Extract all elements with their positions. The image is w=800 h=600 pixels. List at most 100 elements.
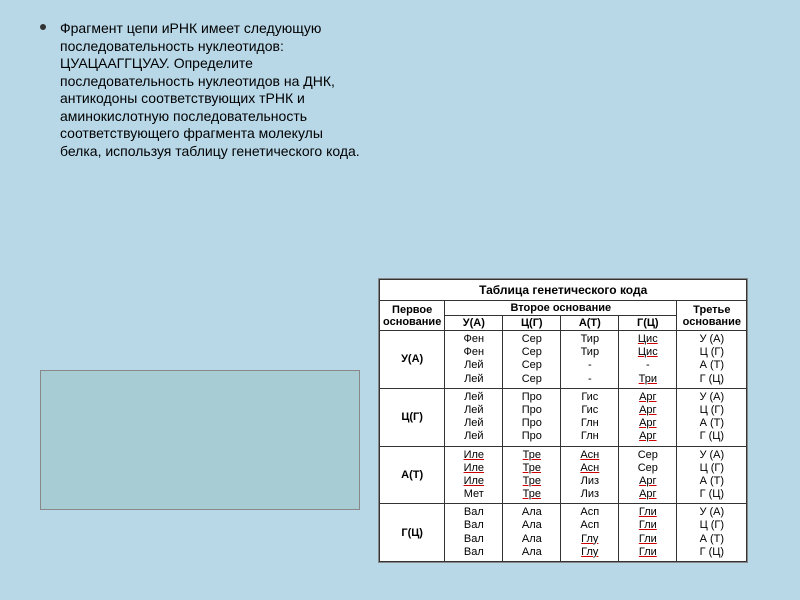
amino-acid: Три: [639, 373, 657, 385]
table-title: Таблица генетического кода: [380, 280, 747, 301]
amino-acid: Фен: [464, 346, 485, 358]
amino-acid: Тре: [523, 475, 541, 487]
amino-acid: -: [588, 359, 592, 371]
aa-cell: АргАргАргАрг: [619, 388, 677, 446]
table-title-row: Таблица генетического кода: [380, 280, 747, 301]
third-base-label: Г (Ц): [700, 546, 724, 558]
amino-acid: Иле: [464, 462, 484, 474]
third-base-cell: У (А)Ц (Г) А (Т)Г (Ц): [677, 504, 747, 562]
task-text: Фрагмент цепи иРНК имеет следующую после…: [60, 20, 360, 159]
amino-acid: Лей: [464, 391, 483, 403]
amino-acid: Арг: [639, 488, 656, 500]
amino-acid: Арг: [639, 430, 656, 442]
amino-acid: Гли: [639, 506, 657, 518]
aa-cell: АспАсп ГлуГлу: [561, 504, 619, 562]
amino-acid: -: [646, 359, 650, 371]
amino-acid: Арг: [639, 475, 656, 487]
amino-acid: Тир: [581, 346, 600, 358]
col-g: Г(Ц): [619, 316, 677, 331]
amino-acid: Ала: [522, 519, 542, 531]
aa-cell: ИлеИлеИлеМет: [445, 446, 503, 504]
amino-acid: Про: [522, 417, 542, 429]
genetic-code-table: Таблица генетического кода Первое основа…: [379, 279, 747, 562]
amino-acid: Гли: [639, 533, 657, 545]
third-base-label: Ц (Г): [700, 519, 724, 531]
amino-acid: Асп: [580, 506, 599, 518]
amino-acid: Асп: [580, 519, 599, 531]
third-base-label: А (Т): [700, 533, 724, 545]
amino-acid: Глу: [581, 533, 598, 545]
aa-cell: ФенФенЛейЛей: [445, 331, 503, 389]
third-base-cell: У (А)Ц (Г)А (Т)Г (Ц): [677, 331, 747, 389]
col-c: Ц(Г): [503, 316, 561, 331]
third-base-label: А (Т): [700, 475, 724, 487]
third-base-label: Г (Ц): [700, 373, 724, 385]
amino-acid: Лей: [464, 417, 483, 429]
table-row: Ц(Г)ЛейЛейЛейЛейПроПроПроПроГисГисГлнГлн…: [380, 388, 747, 446]
header-first-base: Первое основание: [380, 301, 445, 331]
amino-acid: Сер: [638, 462, 658, 474]
aa-cell: СерСерСерСер: [503, 331, 561, 389]
header-third-base: Третье основание: [677, 301, 747, 331]
third-base-label: Ц (Г): [700, 404, 724, 416]
amino-acid: Тир: [581, 333, 600, 345]
third-base-label: У (А): [699, 449, 724, 461]
amino-acid: Гис: [581, 404, 598, 416]
amino-acid: Сер: [522, 373, 542, 385]
aa-cell: ВалВалВалВал: [445, 504, 503, 562]
third-base-label: У (А): [699, 391, 724, 403]
aa-cell: АлаАлаАлаАла: [503, 504, 561, 562]
amino-acid: Вал: [464, 533, 484, 545]
amino-acid: Сер: [522, 346, 542, 358]
table-row: Г(Ц)ВалВалВалВалАлаАлаАлаАлаАспАспГлуГлу…: [380, 504, 747, 562]
aa-cell: ТирТир--: [561, 331, 619, 389]
amino-acid: Иле: [464, 449, 484, 461]
third-base-label: Г (Ц): [700, 430, 724, 442]
third-base-label: У (А): [699, 506, 724, 518]
amino-acid: Арг: [639, 404, 656, 416]
aa-cell: ЛейЛейЛейЛей: [445, 388, 503, 446]
amino-acid: Глн: [581, 430, 599, 442]
aa-cell: ГисГисГлнГлн: [561, 388, 619, 446]
third-base-cell: У (А)Ц (Г)А (Т)Г (Ц): [677, 388, 747, 446]
amino-acid: Глу: [581, 546, 598, 558]
third-base-label: Ц (Г): [700, 346, 724, 358]
bullet-icon: [40, 24, 46, 30]
col-a: А(Т): [561, 316, 619, 331]
amino-acid: Ала: [522, 546, 542, 558]
amino-acid: Вал: [464, 519, 484, 531]
amino-acid: Лей: [464, 404, 483, 416]
third-base-label: А (Т): [700, 417, 724, 429]
amino-acid: Тре: [523, 449, 541, 461]
amino-acid: Сер: [522, 333, 542, 345]
amino-acid: -: [588, 373, 592, 385]
amino-acid: Лиз: [581, 488, 599, 500]
amino-acid: Фен: [464, 333, 485, 345]
aa-cell: ЦисЦис-Три: [619, 331, 677, 389]
table-row: А(Т)ИлеИлеИлеМетТреТреТреТреАснАснЛизЛиз…: [380, 446, 747, 504]
amino-acid: Иле: [464, 475, 484, 487]
third-base-label: А (Т): [700, 359, 724, 371]
amino-acid: Цис: [638, 333, 658, 345]
answer-placeholder-box: [40, 370, 360, 510]
amino-acid: Гли: [639, 546, 657, 558]
genetic-code-table-wrap: Таблица генетического кода Первое основа…: [378, 278, 748, 563]
amino-acid: Про: [522, 391, 542, 403]
amino-acid: Мет: [464, 488, 484, 500]
amino-acid: Асн: [580, 449, 599, 461]
aa-cell: ТреТреТреТре: [503, 446, 561, 504]
amino-acid: Тре: [523, 488, 541, 500]
task-text-block: Фрагмент цепи иРНК имеет следующую после…: [60, 20, 360, 160]
amino-acid: Арг: [639, 391, 656, 403]
row-header: Г(Ц): [380, 504, 445, 562]
table-row: У(А)ФенФенЛейЛейСерСерСерСерТирТир--ЦисЦ…: [380, 331, 747, 389]
amino-acid: Лиз: [581, 475, 599, 487]
amino-acid: Асн: [580, 462, 599, 474]
row-header: Ц(Г): [380, 388, 445, 446]
amino-acid: Арг: [639, 417, 656, 429]
header-row-1: Первое основание Второе основание Третье…: [380, 301, 747, 316]
amino-acid: Лей: [464, 430, 483, 442]
third-base-label: Г (Ц): [700, 488, 724, 500]
aa-cell: ПроПроПроПро: [503, 388, 561, 446]
aa-cell: СерСерАргАрг: [619, 446, 677, 504]
